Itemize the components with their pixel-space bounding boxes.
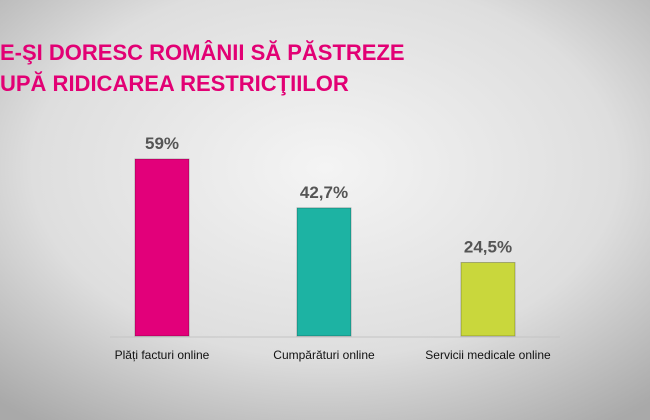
chart-title: UPĂ RIDICAREA RESTRICŢIILOR: [0, 71, 349, 96]
value-label: 24,5%: [464, 238, 512, 257]
value-label: 59%: [145, 134, 179, 153]
x-tick-label: Plăți facturi online: [115, 348, 210, 362]
bar: [134, 158, 190, 337]
x-tick-label: Servicii medicale online: [425, 348, 551, 362]
bar: [460, 262, 516, 337]
bar: [296, 207, 352, 337]
x-tick-label: Cumpărături online: [273, 348, 375, 362]
value-label: 42,7%: [300, 183, 348, 202]
chart-title: E-ŞI DORESC ROMÂNII SĂ PĂSTREZE: [0, 40, 405, 65]
